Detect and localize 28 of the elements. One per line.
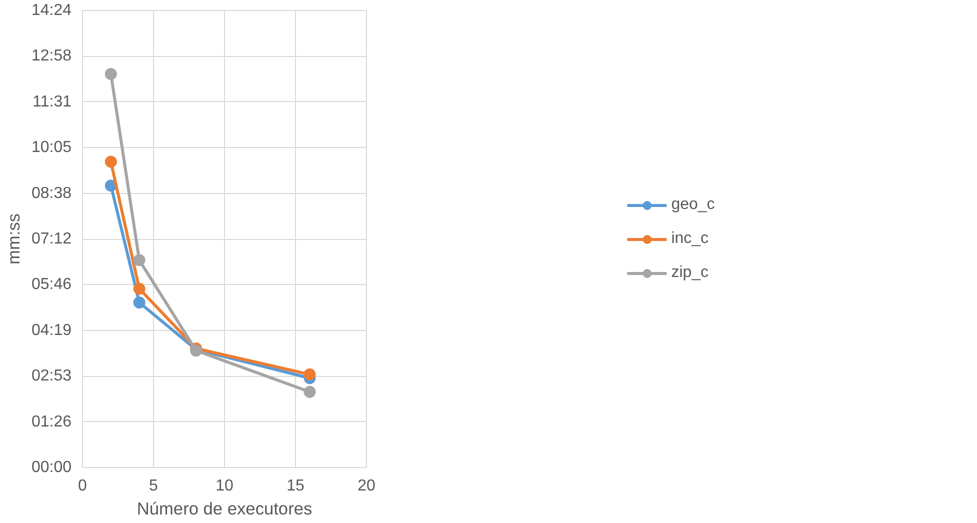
y-tick-label: 07:12: [31, 230, 72, 248]
y-tick-label: 11:31: [32, 93, 72, 110]
x-tick-label: 0: [78, 478, 88, 494]
x-tick-label: 10: [216, 478, 234, 494]
point: [104, 68, 117, 80]
y-tick-label: 14:24: [31, 2, 72, 19]
legend-label: zip_c: [671, 264, 709, 282]
point: [133, 282, 146, 295]
point: [304, 386, 316, 398]
y-tick-label: 08:38: [31, 184, 72, 202]
legend-label: geo_c: [671, 196, 715, 214]
y-tick-label: 10:05: [31, 139, 72, 156]
x-tick-label: 20: [358, 478, 376, 494]
y-tick-label: 05:46: [31, 276, 72, 294]
x-axis-title: Número de executores: [136, 498, 312, 518]
y-tick-label: 04:19: [31, 322, 72, 339]
legend-label: inc_c: [671, 230, 709, 248]
point: [133, 254, 146, 266]
point: [104, 156, 117, 168]
y-tick-label: 00:00: [31, 459, 72, 476]
y-axis-title: mm:ss: [3, 213, 24, 265]
x-tick-label: 15: [286, 478, 304, 494]
point: [304, 368, 316, 380]
y-tick-label: 02:53: [31, 368, 72, 385]
point: [133, 296, 146, 308]
x-tick-label: 5: [149, 478, 158, 494]
y-tick-label: 01:26: [31, 413, 72, 430]
y-tick-label: 12:58: [31, 48, 72, 65]
